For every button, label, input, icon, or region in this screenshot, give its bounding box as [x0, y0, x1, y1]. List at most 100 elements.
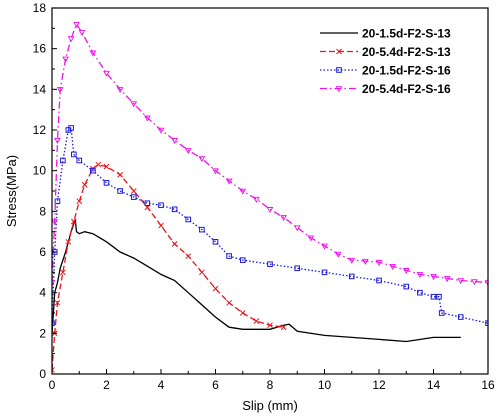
data-point: [199, 269, 205, 276]
y-tick-label: 14: [33, 82, 47, 96]
data-point: [78, 30, 86, 37]
data-point: [266, 207, 274, 214]
data-point: [81, 182, 88, 188]
data-point: [417, 289, 423, 296]
legend-item-2: 20-5.4d-F2-S-13: [320, 45, 451, 59]
legend-item-3: 20-1.5d-F2-S-16: [320, 64, 451, 78]
data-point: [198, 156, 206, 163]
data-point: [294, 265, 301, 272]
data-point: [239, 257, 246, 263]
data-point: [171, 137, 178, 144]
series-4: [52, 22, 488, 287]
series-2: [52, 161, 287, 373]
data-point: [334, 251, 342, 258]
data-point: [103, 180, 110, 186]
data-point: [226, 299, 232, 306]
data-point: [60, 269, 66, 276]
data-point: [52, 219, 59, 226]
data-point: [267, 261, 273, 267]
y-tick-label: 10: [33, 164, 47, 178]
data-point: [185, 253, 192, 259]
legend-item-1: 20-1.5d-F2-S-13: [320, 27, 451, 41]
y-tick-label: 16: [33, 42, 47, 56]
data-point: [457, 278, 465, 285]
data-point: [76, 198, 83, 205]
data-point: [307, 235, 315, 242]
data-point: [212, 285, 219, 292]
data-point: [293, 225, 301, 232]
data-point: [457, 314, 464, 320]
data-point: [375, 259, 383, 266]
data-point: [430, 274, 437, 281]
data-point: [103, 70, 110, 77]
data-point: [471, 279, 478, 286]
x-tick-label: 0: [49, 378, 56, 392]
data-point: [67, 36, 75, 43]
data-point: [54, 137, 61, 144]
y-tick-label: 2: [39, 326, 46, 340]
x-tick-label: 10: [318, 378, 332, 392]
data-point: [130, 101, 138, 108]
data-point: [144, 115, 151, 122]
data-point: [389, 263, 396, 270]
series-line: [52, 163, 284, 370]
data-point: [90, 167, 96, 174]
data-point: [65, 238, 72, 245]
data-point: [56, 87, 64, 94]
data-point: [185, 216, 192, 223]
data-point: [376, 277, 382, 284]
legend-label: 20-5.4d-F2-S-16: [362, 82, 451, 96]
x-tick-label: 4: [158, 378, 165, 392]
x-tick-label: 16: [481, 378, 495, 392]
data-point: [70, 218, 77, 225]
legend-label: 20-1.5d-F2-S-13: [362, 27, 451, 41]
data-point: [130, 194, 137, 200]
data-point: [430, 293, 437, 300]
data-point: [280, 215, 287, 222]
data-point: [485, 320, 488, 326]
data-point: [117, 171, 123, 178]
data-point: [95, 161, 102, 168]
data-point: [253, 318, 260, 324]
data-point: [362, 258, 369, 265]
plot-area: [52, 22, 488, 373]
y-tick-label: 6: [39, 245, 46, 259]
data-point: [239, 188, 247, 195]
y-tick-label: 4: [39, 286, 46, 300]
axes: 0 2 4 6 8 10 12 14 16 0 2 4 6 8 10 12 14 16 18: [33, 1, 495, 392]
data-point: [52, 367, 55, 373]
data-point: [158, 202, 164, 209]
data-point: [184, 148, 192, 155]
data-point: [321, 243, 328, 250]
data-point: [212, 168, 219, 175]
legend-label: 20-5.4d-F2-S-13: [362, 45, 451, 59]
series-1: [52, 219, 461, 343]
y-tick-label: 8: [39, 204, 46, 218]
data-point: [171, 206, 178, 213]
data-point: [212, 239, 219, 245]
data-point: [402, 268, 410, 275]
x-tick-label: 8: [267, 378, 274, 392]
data-point: [436, 293, 442, 300]
data-point: [54, 198, 61, 204]
data-point: [158, 222, 164, 229]
data-point: [225, 178, 233, 185]
series-3: [52, 125, 488, 326]
y-axis-title: Stress(MPa): [4, 155, 19, 227]
data-point: [157, 127, 165, 134]
data-point: [103, 163, 110, 170]
legend: 20-1.5d-F2-S-13 20-5.4d-F2-S-13 20-1.5d-F2…: [320, 27, 451, 96]
data-point: [267, 322, 273, 329]
data-point: [144, 200, 151, 206]
data-point: [73, 22, 80, 28]
data-point: [89, 50, 97, 57]
x-tick-label: 6: [212, 378, 219, 392]
data-point: [416, 272, 424, 279]
legend-marker: [335, 86, 343, 93]
x-tick-label: 12: [372, 378, 386, 392]
x-axis-title: Slip (mm): [242, 398, 298, 413]
series-line: [52, 219, 461, 343]
legend-marker: [336, 67, 342, 73]
legend-item-4: 20-5.4d-F2-S-16: [320, 82, 451, 96]
